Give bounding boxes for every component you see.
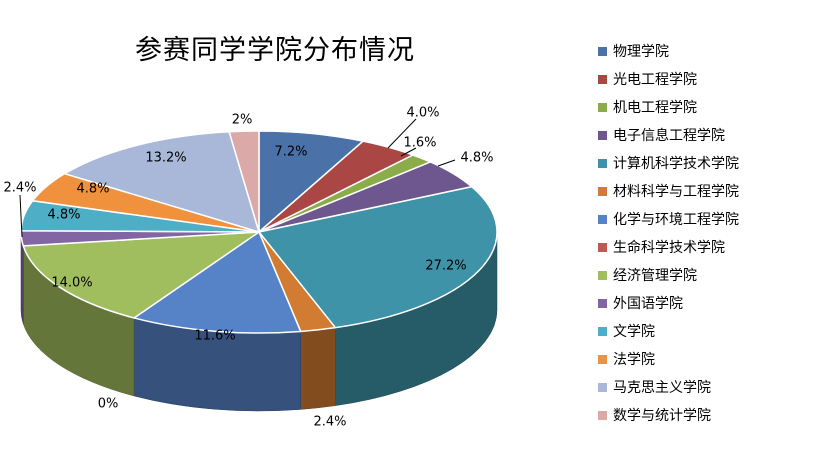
legend-item-6: 化学与环境工程学院 (598, 205, 823, 233)
legend-swatch-3 (598, 130, 607, 140)
chart-title: 参赛同学学院分布情况 (135, 35, 415, 66)
data-label-7: 0% (98, 397, 119, 412)
data-label-10: 4.8% (47, 208, 80, 223)
pie-chart: 7.2% 4.0% 1.6% 4.8% 27.2% 2.4% 11.6% 0% 14.0% 2.4… (3, 106, 498, 430)
legend-swatch-11 (598, 354, 607, 364)
data-label-5: 2.4% (313, 415, 346, 430)
pie-side-5 (300, 327, 336, 410)
data-label-6: 11.6% (194, 329, 235, 344)
legend-swatch-9 (598, 298, 607, 308)
legend-item-4: 计算机科学技术学院 (598, 149, 823, 177)
legend-item-7: 生命科学技术学院 (598, 233, 823, 261)
legend-swatch-4 (598, 158, 607, 168)
pie-slice-0 (258, 130, 364, 233)
label-leader-9 (19, 194, 23, 238)
pie-slice-8 (22, 231, 260, 319)
legend-swatch-8 (598, 270, 607, 280)
legend-item-11: 法学院 (598, 345, 823, 373)
legend-label-8: 经济管理学院 (613, 268, 697, 284)
legend-label-5: 材料科学与工程学院 (613, 184, 739, 200)
data-label-1: 4.0% (406, 106, 439, 121)
legend-swatch-5 (598, 186, 607, 196)
legend-label-1: 光电工程学院 (613, 72, 697, 88)
legend-swatch-12 (598, 382, 607, 392)
legend-label-7: 生命科学技术学院 (613, 240, 725, 256)
legend-swatch-13 (598, 410, 607, 420)
legend-item-0: 物理学院 (598, 37, 823, 65)
legend-item-9: 外国语学院 (598, 289, 823, 317)
data-label-12: 13.2% (145, 151, 186, 166)
label-leader-1 (387, 118, 417, 149)
legend-swatch-1 (598, 74, 607, 84)
legend-swatch-7 (598, 242, 607, 252)
pie-slice-4 (258, 185, 498, 329)
data-label-11: 4.8% (76, 182, 109, 197)
legend-swatch-0 (598, 46, 607, 56)
data-label-0: 7.2% (274, 145, 307, 160)
legend-item-2: 机电工程学院 (598, 93, 823, 121)
legend-item-1: 光电工程学院 (598, 65, 823, 93)
pie-slice-12 (63, 131, 260, 233)
legend-item-10: 文学院 (598, 317, 823, 345)
pie-slice-13 (228, 130, 260, 233)
data-label-4: 27.2% (425, 259, 466, 274)
legend-label-4: 计算机科学技术学院 (613, 156, 739, 172)
legend-label-11: 法学院 (613, 352, 655, 368)
label-leader-3 (437, 159, 456, 167)
legend-item-8: 经济管理学院 (598, 261, 823, 289)
legend-item-12: 马克思主义学院 (598, 373, 823, 401)
data-label-2: 1.6% (403, 136, 436, 151)
legend-label-12: 马克思主义学院 (613, 380, 711, 396)
chart-legend: 物理学院光电工程学院 机电工程学院电子信息工程学院 计算机科学技术学院 材料科学与工程… (598, 37, 823, 429)
data-label-13: 2% (232, 113, 253, 128)
data-label-9: 2.4% (3, 181, 36, 196)
legend-item-5: 材料科学与工程学院 (598, 177, 823, 205)
legend-swatch-6 (598, 214, 607, 224)
legend-label-3: 电子信息工程学院 (613, 128, 725, 144)
data-label-3: 4.8% (460, 151, 493, 166)
legend-swatch-2 (598, 102, 607, 112)
data-label-8: 14.0% (51, 276, 92, 291)
legend-label-6: 化学与环境工程学院 (613, 212, 739, 228)
label-leader-2 (400, 147, 417, 157)
pie-slice-6 (133, 231, 302, 334)
legend-item-3: 电子信息工程学院 (598, 121, 823, 149)
legend-label-9: 外国语学院 (613, 296, 683, 312)
legend-swatch-10 (598, 326, 607, 336)
legend-label-0: 物理学院 (613, 44, 669, 60)
legend-item-13: 数学与统计学院 (598, 401, 823, 429)
legend-label-10: 文学院 (613, 324, 655, 340)
legend-label-13: 数学与统计学院 (613, 408, 711, 424)
legend-label-2: 机电工程学院 (613, 100, 697, 116)
